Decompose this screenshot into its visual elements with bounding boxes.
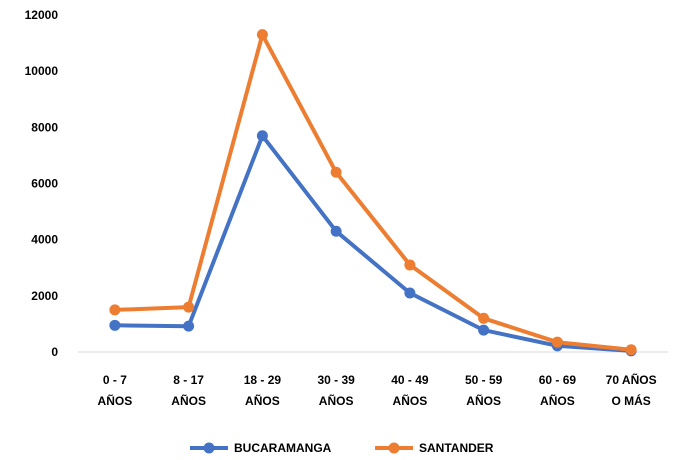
legend: BUCARAMANGA SANTANDER <box>190 441 494 455</box>
data-point-santander <box>625 344 637 356</box>
data-point-bucaramanga <box>404 287 416 299</box>
legend-label: BUCARAMANGA <box>234 441 332 455</box>
data-point-bucaramanga <box>109 319 121 331</box>
y-tick-label: 2000 <box>31 289 58 303</box>
legend-swatch-marker <box>388 442 400 454</box>
series-points <box>109 29 637 357</box>
data-point-santander <box>183 301 195 313</box>
legend-label: SANTANDER <box>419 441 494 455</box>
x-tick-label: 40 - 49 AÑOS <box>391 373 429 408</box>
y-tick-label: 0 <box>51 345 58 359</box>
data-point-bucaramanga <box>330 225 342 237</box>
x-tick-label: 18 - 29 AÑOS <box>244 373 282 408</box>
x-axis-ticks: 0 - 7 AÑOS 8 - 17 AÑOS 18 - 29 AÑOS 30 - 39 AÑO… <box>98 372 657 408</box>
y-tick-label: 8000 <box>31 120 58 134</box>
x-tick-label: 8 - 17 AÑOS <box>171 373 206 408</box>
data-point-santander <box>551 336 563 348</box>
data-point-santander <box>404 259 416 271</box>
data-point-santander <box>109 304 121 316</box>
series-line-bucaramanga <box>112 133 634 353</box>
legend-item-santander: SANTANDER <box>375 441 494 455</box>
y-tick-label: 6000 <box>31 177 58 191</box>
y-axis-ticks: 0 2000 4000 6000 8000 10000 12000 <box>25 8 59 359</box>
series-line-santander <box>112 32 634 352</box>
y-tick-label: 10000 <box>25 64 59 78</box>
data-point-santander <box>256 29 268 41</box>
data-point-santander <box>478 312 490 324</box>
x-tick-label: 50 - 59 AÑOS <box>465 373 503 408</box>
legend-item-bucaramanga: BUCARAMANGA <box>190 441 332 455</box>
x-tick-label: 70 AÑOS O MÁS <box>606 372 657 408</box>
data-point-bucaramanga <box>256 130 268 142</box>
series-lines <box>112 32 634 353</box>
y-tick-label: 4000 <box>31 233 58 247</box>
data-point-bucaramanga <box>183 320 195 332</box>
x-tick-label: 30 - 39 AÑOS <box>317 373 355 408</box>
x-tick-label: 0 - 7 AÑOS <box>98 373 133 408</box>
legend-swatch-marker <box>203 442 215 454</box>
data-point-santander <box>330 166 342 178</box>
y-tick-label: 12000 <box>25 8 59 22</box>
x-tick-label: 60 - 69 AÑOS <box>539 373 577 408</box>
data-point-bucaramanga <box>478 324 490 336</box>
